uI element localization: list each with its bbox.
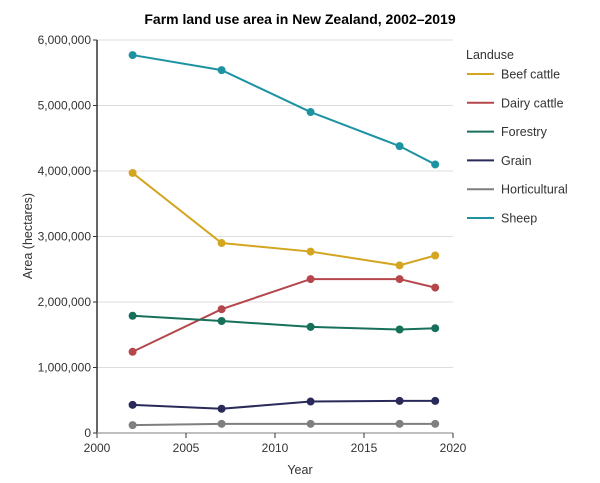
x-tick-label: 2020 [440, 441, 467, 455]
legend-label: Horticultural [501, 183, 568, 197]
gridlines [97, 39, 453, 368]
data-point[interactable] [217, 316, 226, 325]
legend-item[interactable]: Horticultural [467, 183, 568, 197]
data-point[interactable] [431, 324, 440, 333]
series-line [132, 54, 436, 166]
y-tick-label: 5,000,000 [38, 99, 92, 113]
data-point[interactable] [217, 404, 226, 413]
y-axis: 0 1,000,000 2,000,000 3,000,000 4,000,000 5,0… [38, 33, 98, 440]
data-point[interactable] [217, 305, 226, 314]
y-tick-label: 3,000,000 [38, 230, 92, 244]
legend-label: Dairy cattle [501, 96, 564, 110]
y-tick-label: 2,000,000 [38, 295, 92, 309]
legend-item[interactable]: Beef cattle [467, 68, 560, 82]
data-point[interactable] [128, 51, 137, 60]
y-tick-label: 0 [84, 426, 91, 440]
series-line [132, 399, 436, 410]
data-point[interactable] [128, 421, 137, 430]
data-point[interactable] [306, 275, 315, 284]
legend-label: Grain [501, 154, 532, 168]
x-axis-label: Year [287, 463, 312, 477]
data-point[interactable] [306, 108, 315, 117]
y-tick-label: 4,000,000 [38, 164, 92, 178]
x-axis: 2000 2005 2010 2015 2020 [84, 432, 467, 455]
data-point[interactable] [395, 419, 404, 428]
legend-label: Beef cattle [501, 68, 560, 82]
data-point[interactable] [431, 419, 440, 428]
data-point[interactable] [431, 251, 440, 260]
data-point[interactable] [431, 283, 440, 292]
data-point[interactable] [128, 347, 137, 356]
data-point[interactable] [395, 275, 404, 284]
series-forestry [128, 311, 440, 334]
series-beef-cattle [128, 168, 440, 270]
series-line [131, 172, 436, 267]
series-dairy-cattle [128, 275, 440, 356]
chart-title: Farm land use area in New Zealand, 2002–… [144, 11, 455, 27]
x-tick-label: 2015 [351, 441, 378, 455]
data-point[interactable] [217, 66, 226, 75]
series-sheep [128, 51, 440, 169]
legend-item[interactable]: Grain [467, 154, 532, 168]
data-point[interactable] [395, 396, 404, 405]
series-group [128, 51, 440, 430]
data-point[interactable] [306, 397, 315, 406]
series-line [132, 422, 436, 427]
data-point[interactable] [128, 400, 137, 409]
data-point[interactable] [306, 247, 315, 256]
series-line [132, 314, 436, 331]
series-horticultural [128, 419, 440, 430]
data-point[interactable] [395, 142, 404, 151]
series-grain [128, 396, 440, 413]
x-tick-label: 2005 [173, 441, 200, 455]
data-point[interactable] [431, 160, 440, 169]
legend-item[interactable]: Sheep [467, 212, 537, 226]
x-tick-label: 2000 [84, 441, 111, 455]
legend-title: Landuse [466, 48, 514, 62]
legend-item[interactable]: Dairy cattle [467, 96, 564, 110]
y-tick-label: 6,000,000 [38, 33, 92, 47]
series-line [132, 278, 436, 353]
data-point[interactable] [217, 239, 226, 248]
data-point[interactable] [395, 325, 404, 334]
x-tick-label: 2010 [262, 441, 289, 455]
data-point[interactable] [395, 261, 404, 270]
data-point[interactable] [128, 168, 137, 177]
data-point[interactable] [431, 396, 440, 405]
data-point[interactable] [306, 322, 315, 331]
data-point[interactable] [306, 419, 315, 428]
legend-item[interactable]: Forestry [467, 125, 548, 139]
y-tick-label: 1,000,000 [38, 361, 92, 375]
legend: Landuse Beef cattle Dairy cattle Forestry G… [466, 48, 568, 226]
data-point[interactable] [217, 419, 226, 428]
legend-label: Sheep [501, 212, 537, 226]
y-axis-label: Area (hectares) [21, 193, 35, 279]
legend-label: Forestry [501, 125, 548, 139]
data-point[interactable] [128, 311, 137, 320]
